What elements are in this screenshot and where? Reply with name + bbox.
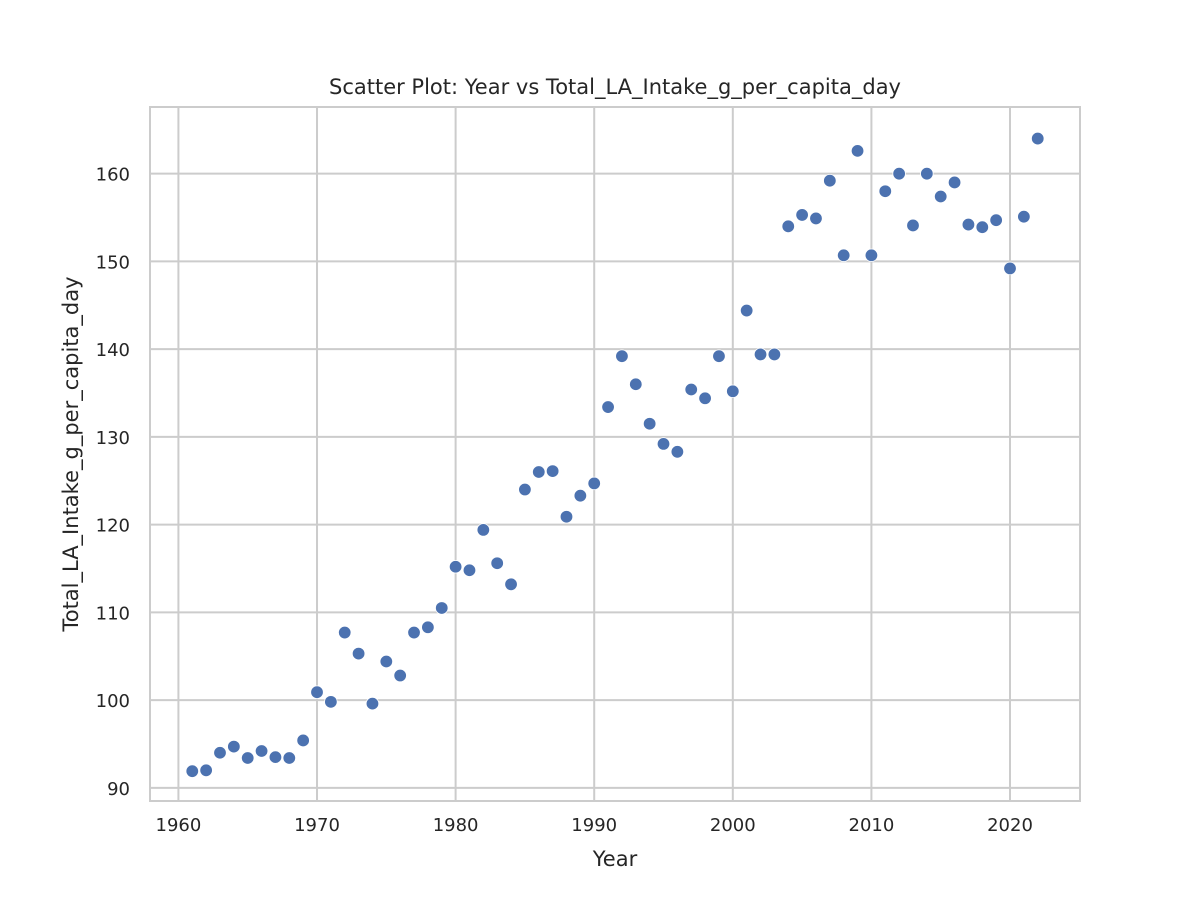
data-point: [338, 625, 352, 640]
y-tick-label: 100: [96, 691, 130, 712]
data-point: [629, 377, 643, 391]
y-tick-label: 90: [107, 779, 130, 800]
data-point: [504, 577, 518, 591]
data-point: [684, 382, 698, 397]
data-point: [878, 184, 892, 198]
data-point: [462, 563, 477, 577]
data-point: [365, 696, 380, 711]
data-point: [642, 417, 657, 431]
data-point: [310, 685, 324, 699]
data-point: [393, 668, 407, 683]
chart-title: Scatter Plot: Year vs Total_LA_Intake_g_…: [329, 75, 901, 100]
x-axis-label: Year: [592, 847, 638, 871]
tick-labels: 1960 1970 1980 1990 2000 2010 2020 90 100 110 120 1…: [96, 165, 1033, 836]
data-point: [587, 476, 601, 491]
data-point: [712, 349, 726, 363]
data-point: [241, 751, 255, 765]
data-point: [268, 750, 283, 764]
data-point: [559, 510, 574, 524]
plot-frame: [149, 106, 1081, 802]
data-point: [282, 751, 296, 765]
data-point: [1003, 261, 1017, 276]
data-point: [435, 601, 449, 615]
data-point: [850, 144, 865, 158]
data-point: [739, 303, 754, 318]
data-point: [421, 620, 435, 634]
y-tick-label: 150: [96, 252, 130, 273]
data-point: [199, 763, 213, 777]
data-point: [809, 211, 823, 226]
y-tick-label: 110: [96, 603, 130, 624]
data-point: [670, 445, 685, 459]
data-point: [379, 654, 394, 669]
data-point: [448, 560, 463, 574]
data-point: [532, 465, 546, 479]
y-tick-label: 120: [96, 516, 130, 537]
grid: [150, 107, 1080, 801]
data-point: [324, 695, 338, 709]
x-tick-label: 1980: [433, 815, 479, 836]
x-tick-label: 2000: [710, 815, 756, 836]
data-point: [227, 739, 241, 754]
data-point: [296, 733, 310, 748]
data-point: [989, 213, 1003, 227]
data-point: [601, 400, 615, 414]
data-point: [351, 646, 366, 661]
data-point: [961, 217, 976, 232]
data-point: [892, 166, 906, 181]
data-points: [185, 131, 1045, 778]
data-point: [698, 391, 712, 405]
data-point: [518, 482, 532, 497]
data-point: [767, 347, 782, 362]
y-axis-label: Total_LA_Intake_g_per_capita_day: [59, 276, 84, 632]
data-point: [1017, 209, 1031, 224]
data-point: [476, 523, 491, 537]
y-tick-label: 130: [96, 428, 130, 449]
data-point: [185, 764, 199, 778]
data-point: [254, 744, 269, 758]
x-tick-label: 2020: [987, 815, 1033, 836]
x-tick-label: 2010: [849, 815, 895, 836]
data-point: [213, 746, 227, 760]
data-point: [920, 166, 934, 181]
x-tick-label: 1970: [294, 815, 340, 836]
data-point: [615, 349, 629, 363]
data-point: [947, 175, 962, 190]
data-point: [975, 220, 989, 234]
data-point: [573, 488, 588, 503]
y-tick-label: 160: [96, 165, 130, 186]
data-point: [864, 248, 879, 262]
data-point: [906, 218, 920, 233]
data-point: [656, 437, 671, 451]
data-point: [795, 208, 809, 222]
data-point: [934, 189, 948, 204]
data-point: [781, 219, 795, 234]
data-point: [545, 464, 560, 478]
data-point: [823, 173, 837, 188]
data-point: [1031, 131, 1045, 146]
data-point: [490, 556, 504, 570]
x-tick-label: 1990: [571, 815, 617, 836]
data-point: [836, 248, 851, 262]
y-tick-label: 140: [96, 340, 130, 361]
data-point: [407, 625, 421, 640]
data-point: [726, 384, 740, 398]
data-point: [753, 347, 768, 362]
x-tick-label: 1960: [156, 815, 202, 836]
